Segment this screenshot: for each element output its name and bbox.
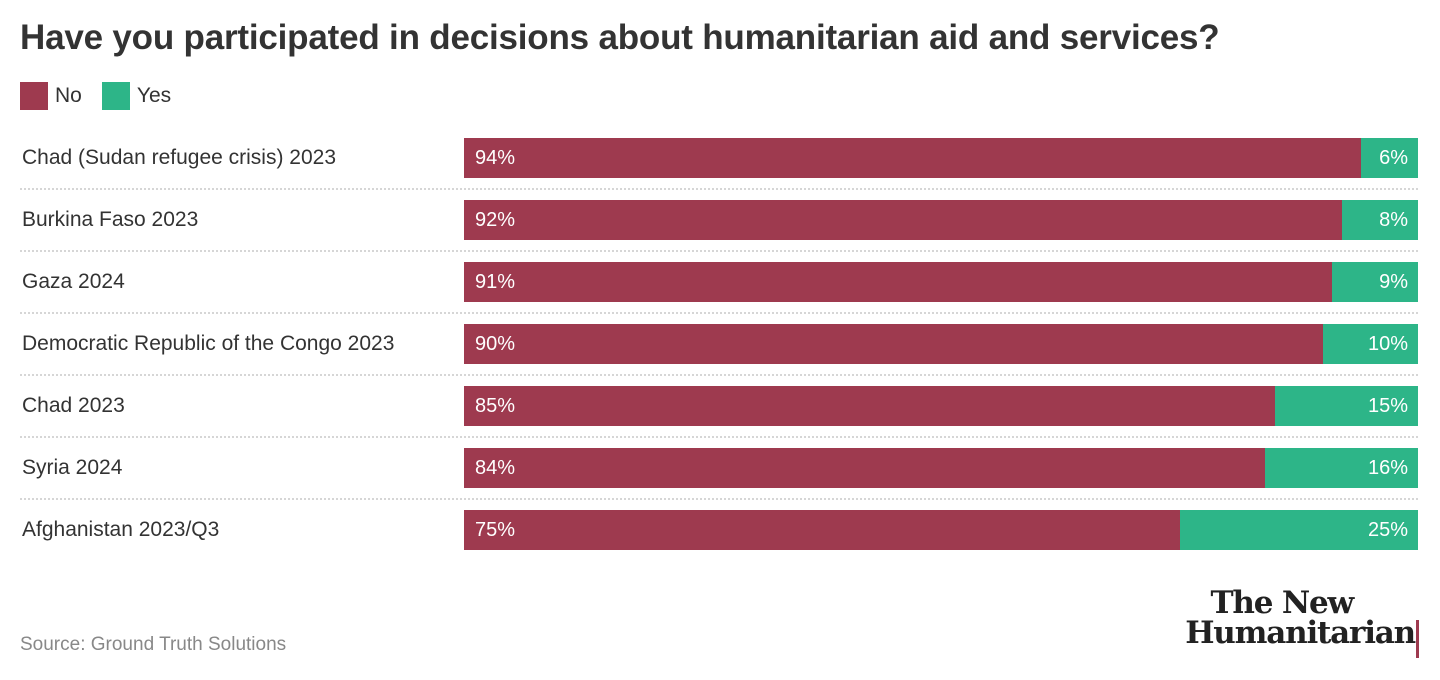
bar-no (464, 324, 1323, 364)
bar-value-label-yes: 25% (1367, 519, 1408, 541)
row-separator (20, 374, 1418, 376)
logo-accent-bar (1416, 620, 1419, 658)
bar-value-label-yes: 16% (1367, 457, 1408, 479)
bar-yes (1332, 262, 1418, 302)
bar-value-label-yes: 9% (1379, 271, 1408, 293)
legend-swatch-yes (101, 82, 130, 110)
legend-item-yes: Yes (101, 82, 172, 110)
legend-swatch-no (20, 82, 48, 110)
bar-no (464, 138, 1361, 178)
row-separator (20, 250, 1418, 252)
row-separator (20, 498, 1418, 500)
category-label: Chad 2023 (22, 394, 125, 417)
bar-value-label-yes: 8% (1379, 209, 1408, 231)
category-label: Afghanistan 2023/Q3 (22, 518, 220, 541)
bar-value-label-no: 85% (475, 395, 516, 417)
row-separator (20, 188, 1418, 190)
bar-value-label-no: 75% (475, 519, 516, 541)
chart-title: Have you participated in decisions about… (20, 18, 1220, 57)
bar-yes (1265, 448, 1418, 488)
bar-no (464, 262, 1332, 302)
category-label: Democratic Republic of the Congo 2023 (22, 332, 395, 355)
bar-yes (1180, 510, 1418, 550)
row-separator (20, 312, 1418, 314)
bar-no (464, 448, 1265, 488)
bar-value-label-no: 84% (475, 457, 516, 479)
bar-value-label-no: 94% (475, 147, 516, 169)
legend-item-no: No (20, 82, 82, 110)
logo-line-2: Humanitarian (1185, 615, 1416, 651)
legend-label-no: No (55, 84, 82, 107)
publisher-logo: The New Humanitarian (1170, 585, 1416, 651)
logo-line-1: The New (1210, 585, 1355, 621)
legend: No Yes (20, 82, 191, 110)
bar-no (464, 386, 1275, 426)
bar-no (464, 510, 1180, 550)
row-separator (20, 436, 1418, 438)
bar-yes (1323, 324, 1418, 364)
legend-label-yes: Yes (136, 84, 172, 107)
category-label: Chad (Sudan refugee crisis) 2023 (22, 146, 337, 169)
bar-yes (1342, 200, 1418, 240)
bar-yes (1361, 138, 1418, 178)
bar-value-label-yes: 15% (1367, 395, 1408, 417)
bar-value-label-no: 90% (475, 333, 516, 355)
bar-yes (1275, 386, 1418, 426)
bar-value-label-yes: 6% (1379, 147, 1408, 169)
category-label: Gaza 2024 (22, 270, 125, 293)
category-label: Burkina Faso 2023 (22, 208, 199, 231)
bar-value-label-yes: 10% (1367, 333, 1408, 355)
category-label: Syria 2024 (22, 456, 123, 479)
source-note: Source: Ground Truth Solutions (20, 634, 287, 655)
bar-value-label-no: 91% (475, 271, 516, 293)
bar-no (464, 200, 1342, 240)
bar-value-label-no: 92% (475, 209, 516, 231)
